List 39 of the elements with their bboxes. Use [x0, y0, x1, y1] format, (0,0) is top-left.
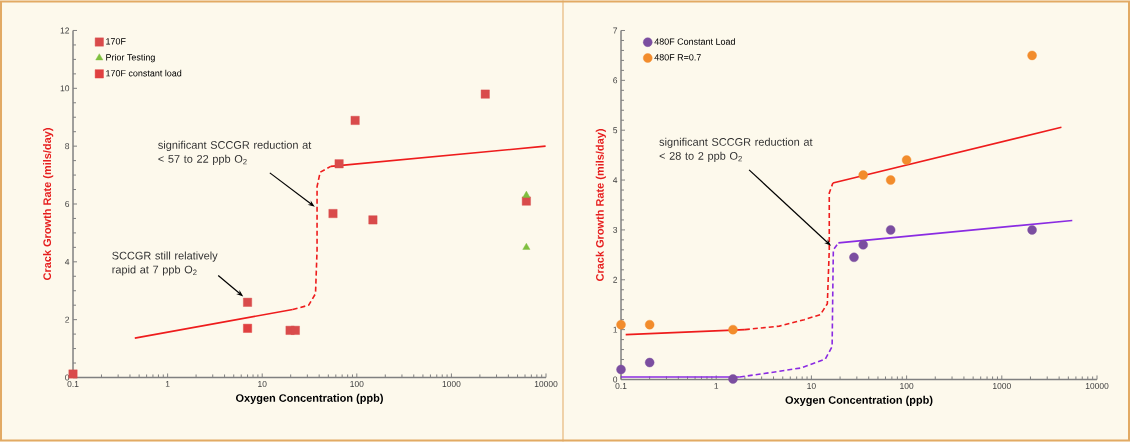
x-tick-label: 1000 [993, 383, 1011, 389]
x-tick-label: 10 [258, 381, 267, 387]
annotation: significant SCCGR reduction at < 57 to 22 ppb O$_{2}$ [158, 140, 312, 165]
y-tick-label: 5 [613, 127, 618, 134]
legend-label: 170F constant load [106, 69, 182, 77]
legend-label: 480F Constant Load [654, 38, 735, 45]
x-tick-label: 1 [714, 383, 719, 389]
y-tick-label: 6 [65, 200, 70, 207]
x-tick-label: 1000 [442, 381, 461, 387]
y-tick-label: 3 [613, 226, 618, 233]
annotation: significant SCCGR reduction at < 28 to 2 ppb O$_{2}$ [659, 137, 813, 162]
y-tick-label: 10 [60, 85, 70, 92]
legend-label: Prior Testing [106, 53, 155, 63]
annotation: SCCGR still relatively rapid at 7 ppb O$_{2}$ [112, 251, 218, 276]
y-tick-label: 4 [612, 177, 618, 183]
x-tick-label: 10 [807, 383, 816, 389]
x-tick-label: 10000 [534, 381, 558, 387]
y-axis-title: Crack Growth Rate (mils/day) [43, 128, 54, 280]
y-tick-label: 12 [60, 27, 70, 34]
y-tick-label: 2 [613, 276, 618, 283]
x-tick-label: 100 [900, 383, 914, 389]
x-tick-label: 1 [165, 381, 170, 387]
x-axis-title: Oxygen Concentration (ppb) [235, 393, 383, 405]
y-tick-label: 0 [613, 376, 618, 383]
legend-label: 170F [106, 38, 126, 45]
x-tick-label: 10000 [1085, 383, 1109, 389]
x-tick-label: 100 [350, 381, 364, 387]
x-axis-title: Oxygen Concentration (ppb) [785, 395, 933, 407]
legend-label: 480F R=0.7 [654, 54, 701, 61]
y-tick-label: 7 [613, 27, 618, 34]
y-tick-label: 4 [64, 258, 70, 265]
y-axis-title: Crack Growth Rate (mils/day) [595, 129, 606, 281]
y-tick-label: 2 [65, 316, 70, 323]
y-tick-label: 8 [65, 143, 70, 150]
y-tick-label: 6 [613, 77, 618, 84]
x-tick-label: 0.1 [615, 383, 627, 389]
y-tick-label: 0 [65, 374, 70, 381]
y-tick-label: 1 [613, 326, 618, 333]
x-tick-label: 0.1 [67, 381, 79, 387]
